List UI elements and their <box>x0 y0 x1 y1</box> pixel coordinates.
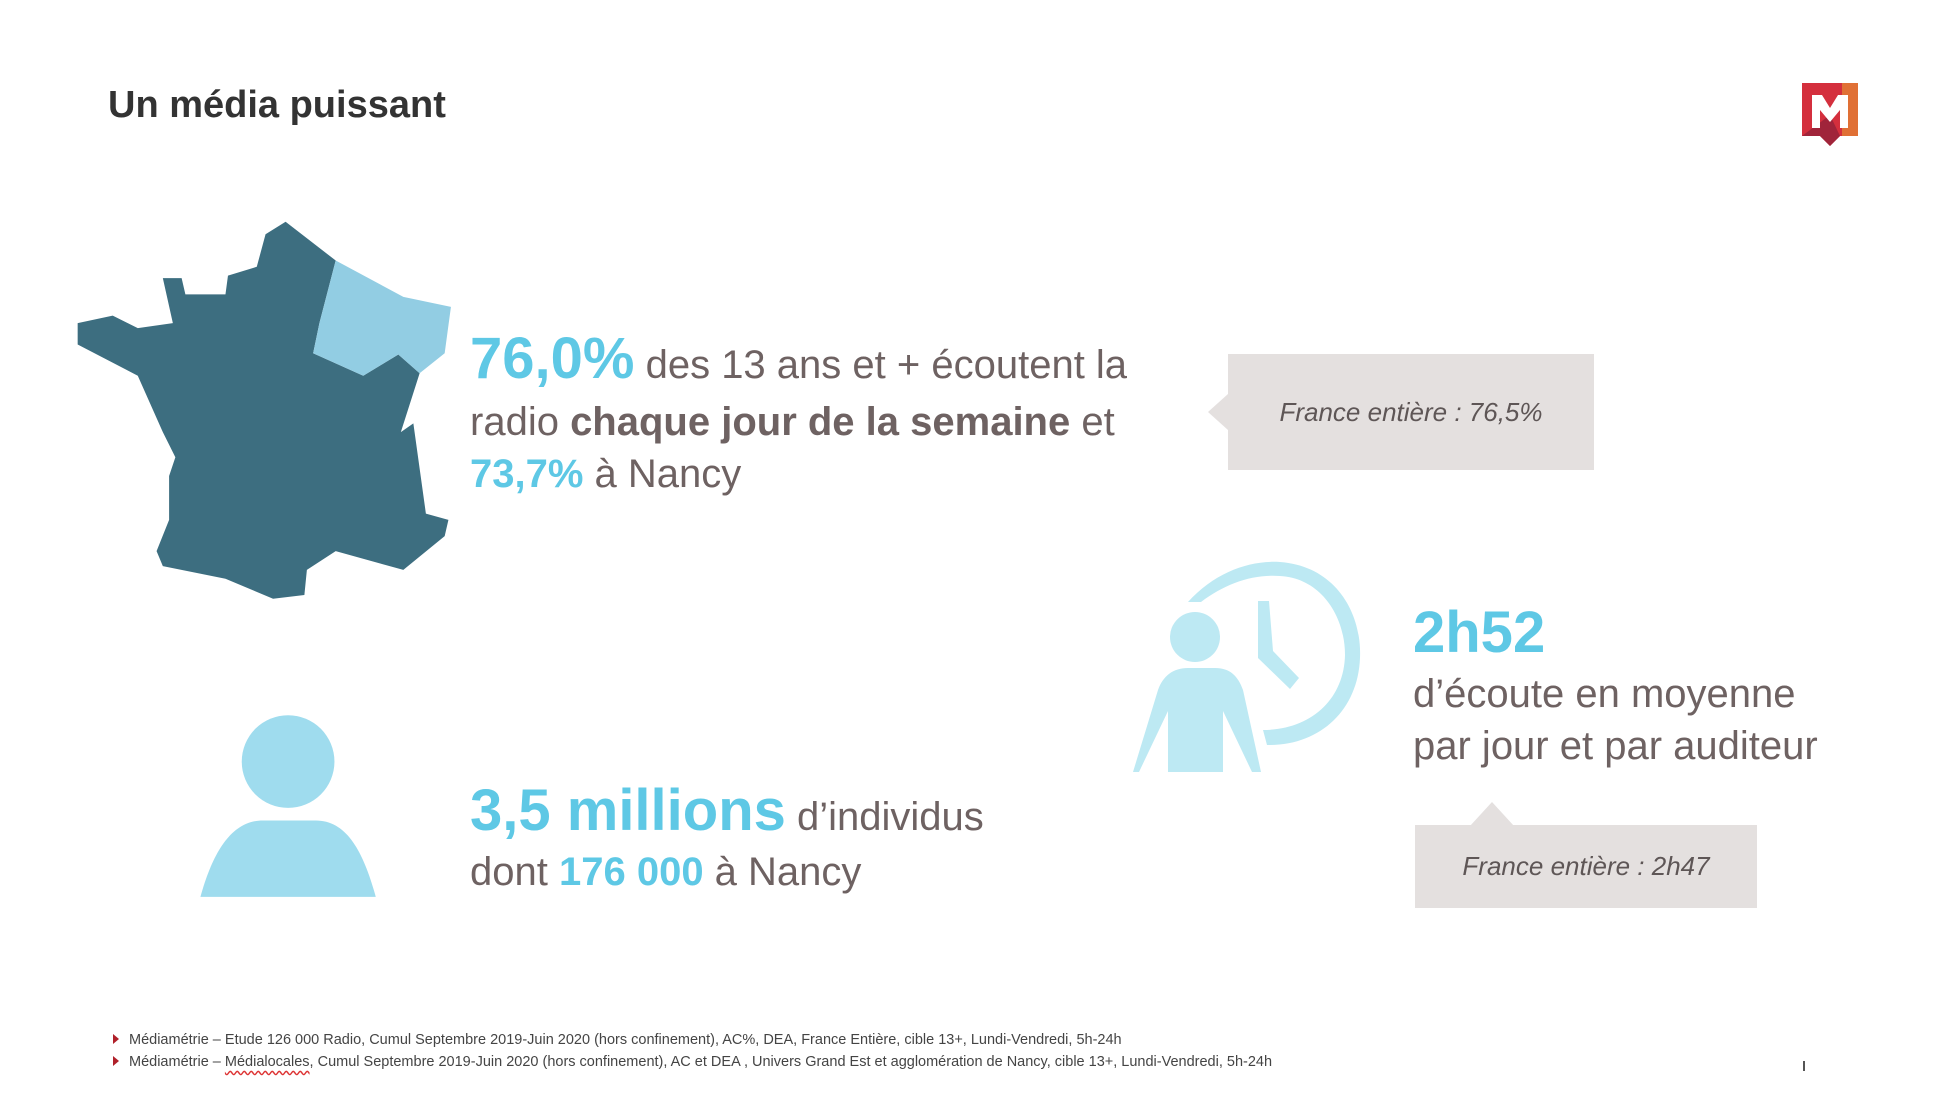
time-text: d’écoute en moyenne <box>1413 672 1796 716</box>
bullet-triangle-icon <box>113 1034 119 1044</box>
time-text: par jour et par auditeur <box>1413 724 1818 768</box>
footnote-text: Médiamétrie – <box>129 1054 225 1070</box>
time-value: 2h52 <box>1413 600 1546 665</box>
page-marker <box>1803 1061 1805 1071</box>
audience-text: d’individus <box>785 795 984 839</box>
audience-stat: 3,5 millions d’individus dont 176 000 à … <box>470 778 984 900</box>
reach-text: et <box>1070 400 1115 444</box>
listener-clock-icon <box>1133 561 1361 772</box>
person-icon <box>200 715 376 897</box>
reach-text: radio <box>470 400 571 444</box>
grand-est-region <box>313 260 451 376</box>
footnote-text: , Cumul Septembre 2019-Juin 2020 (hors c… <box>309 1054 1273 1070</box>
page-title: Un média puissant <box>108 84 446 126</box>
france-map-icon <box>77 221 449 599</box>
audience-text: dont <box>470 850 559 894</box>
footnote: Médiamétrie – Médialocales, Cumul Septem… <box>113 1054 1272 1070</box>
logo <box>1802 83 1858 146</box>
france-reach-callout: France entière : 76,5% <box>1228 354 1594 470</box>
callout-arrow-up <box>1470 802 1514 826</box>
reach-text: à Nancy <box>583 452 742 496</box>
reach-stat: 76,0% des 13 ans et + écoutent la radio … <box>470 326 1127 502</box>
footnote: Médiamétrie – Etude 126 000 Radio, Cumul… <box>113 1032 1122 1048</box>
spellcheck-flagged-word: Médialocales <box>224 1054 310 1070</box>
audience-value: 3,5 millions <box>470 778 786 843</box>
audience-text: à Nancy <box>703 850 862 894</box>
france-time-callout: France entière : 2h47 <box>1415 825 1757 908</box>
reach-nancy-value: 73,7% <box>470 452 584 496</box>
callout-arrow-left <box>1208 394 1228 430</box>
audience-nancy-value: 176 000 <box>558 850 704 894</box>
bullet-triangle-icon <box>113 1056 119 1066</box>
footnote-text: Médiamétrie – Etude 126 000 Radio, Cumul… <box>129 1032 1122 1048</box>
reach-value: 76,0% <box>470 326 635 391</box>
reach-text: des 13 ans et + écoutent la <box>634 343 1128 387</box>
time-stat: 2h52 d’écoute en moyenne par jour et par… <box>1413 598 1818 774</box>
reach-emphasis: chaque jour de la semaine <box>570 400 1071 444</box>
